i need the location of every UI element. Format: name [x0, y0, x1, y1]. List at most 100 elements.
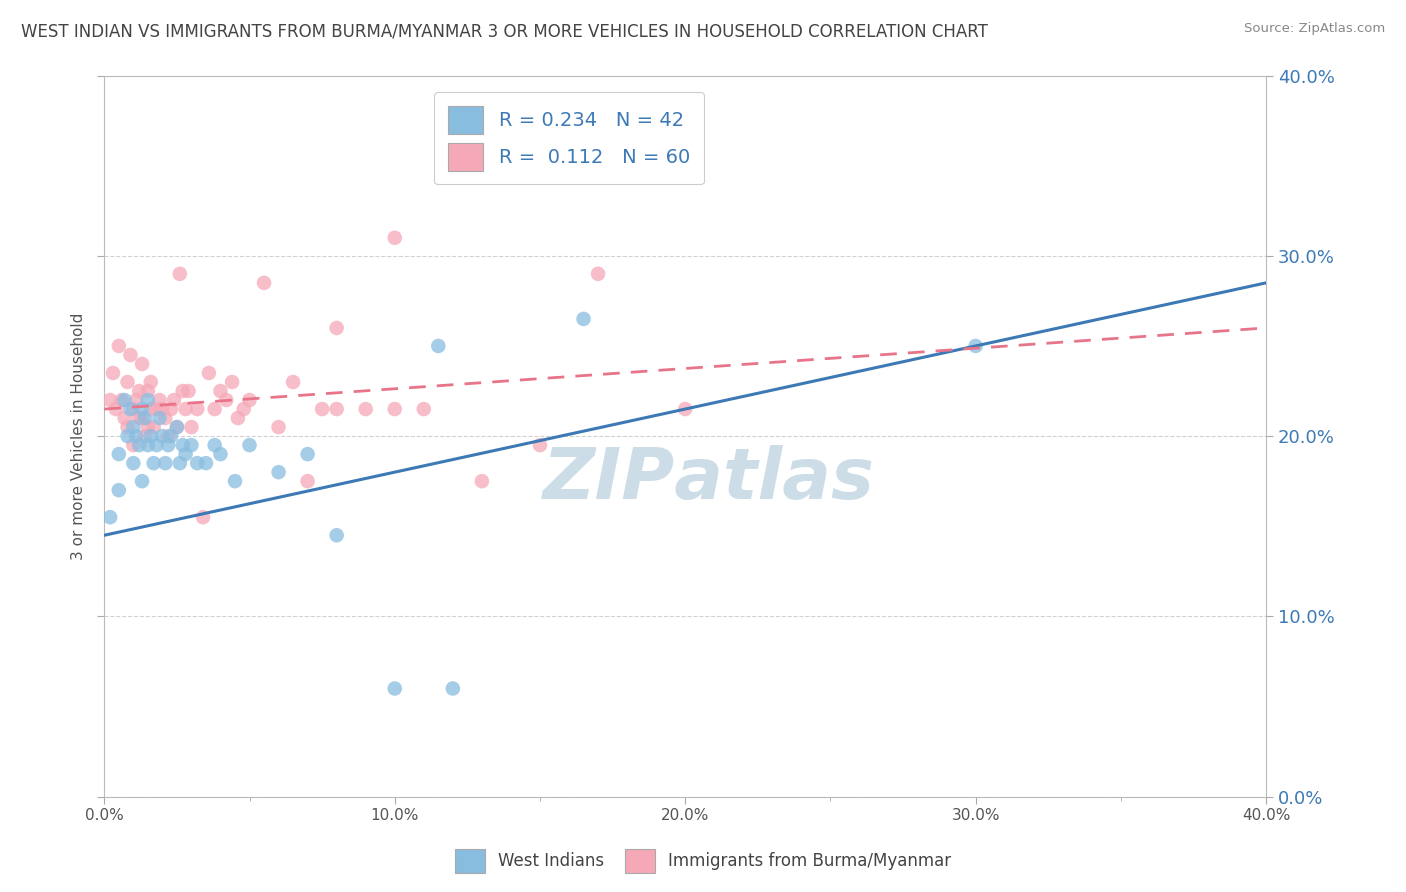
Point — [108, 339, 131, 353]
Y-axis label: 3 or more Vehicles in Household: 3 or more Vehicles in Household — [72, 312, 86, 560]
Point — [325, 321, 347, 335]
Point — [174, 402, 197, 417]
Point — [122, 456, 145, 470]
Point — [232, 402, 254, 417]
Point — [297, 447, 319, 461]
Point — [108, 483, 131, 498]
Point — [125, 429, 148, 443]
Point — [221, 375, 243, 389]
Point — [471, 474, 494, 488]
Point — [122, 402, 145, 417]
Point — [108, 447, 131, 461]
Point — [204, 402, 226, 417]
Point — [131, 357, 153, 371]
Point — [136, 384, 159, 398]
Point — [354, 402, 377, 417]
Point — [174, 447, 197, 461]
Point — [136, 392, 159, 407]
Point — [166, 420, 188, 434]
Point — [98, 510, 121, 524]
Point — [117, 420, 139, 434]
Point — [267, 465, 290, 479]
Point — [673, 402, 696, 417]
Point — [215, 392, 238, 407]
Point — [117, 429, 139, 443]
Point — [169, 267, 191, 281]
Point — [111, 392, 134, 407]
Point — [441, 681, 464, 696]
Point — [120, 348, 142, 362]
Point — [169, 456, 191, 470]
Point — [226, 411, 249, 425]
Point — [191, 510, 214, 524]
Legend: R = 0.234   N = 42, R =  0.112   N = 60: R = 0.234 N = 42, R = 0.112 N = 60 — [434, 93, 703, 185]
Point — [384, 231, 406, 245]
Point — [155, 456, 177, 470]
Point — [177, 384, 200, 398]
Point — [297, 474, 319, 488]
Point — [134, 411, 156, 425]
Point — [384, 681, 406, 696]
Point — [412, 402, 434, 417]
Point — [186, 402, 208, 417]
Point — [180, 420, 202, 434]
Point — [198, 366, 221, 380]
Point — [172, 438, 194, 452]
Point — [142, 420, 165, 434]
Point — [238, 438, 260, 452]
Text: ZIP⁠atlas: ZIP⁠atlas — [543, 445, 875, 514]
Point — [160, 429, 183, 443]
Point — [150, 429, 173, 443]
Point — [166, 420, 188, 434]
Point — [114, 392, 136, 407]
Point — [325, 528, 347, 542]
Point — [209, 384, 232, 398]
Point — [122, 438, 145, 452]
Point — [128, 411, 150, 425]
Point — [311, 402, 333, 417]
Point — [163, 392, 186, 407]
Point — [253, 276, 276, 290]
Point — [101, 366, 124, 380]
Point — [128, 438, 150, 452]
Point — [148, 392, 170, 407]
Point — [267, 420, 290, 434]
Point — [180, 438, 202, 452]
Point — [117, 375, 139, 389]
Point — [572, 312, 595, 326]
Point — [529, 438, 551, 452]
Point — [136, 438, 159, 452]
Text: Source: ZipAtlas.com: Source: ZipAtlas.com — [1244, 22, 1385, 36]
Point — [136, 420, 159, 434]
Point — [157, 438, 180, 452]
Text: WEST INDIAN VS IMMIGRANTS FROM BURMA/MYANMAR 3 OR MORE VEHICLES IN HOUSEHOLD COR: WEST INDIAN VS IMMIGRANTS FROM BURMA/MYA… — [21, 22, 988, 40]
Point — [114, 411, 136, 425]
Point — [131, 402, 153, 417]
Point — [139, 375, 162, 389]
Point — [194, 456, 217, 470]
Point — [155, 411, 177, 425]
Point — [134, 429, 156, 443]
Point — [427, 339, 450, 353]
Point — [172, 384, 194, 398]
Point — [139, 402, 162, 417]
Point — [238, 392, 260, 407]
Point — [281, 375, 304, 389]
Point — [131, 474, 153, 488]
Point — [586, 267, 609, 281]
Point — [965, 339, 987, 353]
Point — [209, 447, 232, 461]
Point — [145, 402, 167, 417]
Legend: West Indians, Immigrants from Burma/Myanmar: West Indians, Immigrants from Burma/Myan… — [449, 842, 957, 880]
Point — [104, 402, 127, 417]
Point — [122, 420, 145, 434]
Point — [145, 438, 167, 452]
Point — [150, 402, 173, 417]
Point — [131, 411, 153, 425]
Point — [142, 456, 165, 470]
Point — [98, 392, 121, 407]
Point — [186, 456, 208, 470]
Point — [148, 411, 170, 425]
Point — [120, 402, 142, 417]
Point — [224, 474, 246, 488]
